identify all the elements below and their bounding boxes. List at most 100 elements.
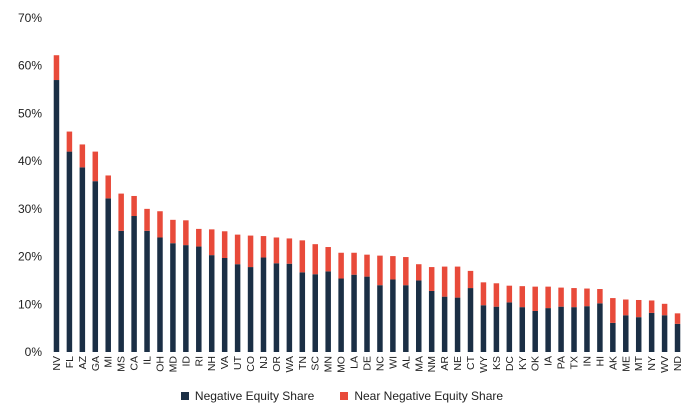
bar-negative-equity-il [144,230,150,352]
bar-series [53,55,681,352]
bar-near-negative-equity-ma [416,264,422,281]
x-tick-label-ne: NE [452,356,464,371]
bar-negative-equity-az [79,167,86,352]
bar-near-negative-equity-tx [571,288,577,308]
legend-item-negative-equity: Negative Equity Share [180,389,315,403]
bar-near-negative-equity-nh [208,229,215,256]
x-tick-label-hi: HI [594,356,606,367]
x-tick-label-de: DE [362,356,374,371]
bar-near-negative-equity-oh [157,211,163,238]
y-tick-label: 10% [18,297,42,311]
x-tick-label-ia: IA [543,356,555,366]
bar-near-negative-equity-az [79,144,86,168]
x-tick-label-va: VA [219,356,231,369]
chart-legend: Negative Equity Share Near Negative Equi… [0,388,684,404]
x-tick-label-id: ID [180,356,192,367]
bar-negative-equity-oh [157,237,163,352]
bar-near-negative-equity-ut [234,234,241,265]
bar-near-negative-equity-mo [338,252,344,279]
bar-negative-equity-ca [131,216,137,352]
bar-near-negative-equity-hi [597,289,603,304]
bar-near-negative-equity-wv [661,303,668,316]
x-tick-label-ny: NY [646,356,658,371]
bar-negative-equity-tn [299,272,306,352]
bar-negative-equity-pa [558,306,564,352]
y-tick-label: 30% [18,202,42,216]
x-tick-label-ar: AR [439,356,451,371]
x-tick-label-ct: CT [465,355,477,370]
x-tick-label-pa: PA [556,356,568,369]
x-tick-label-wi: WI [387,356,399,369]
legend-swatch-negative-equity [180,392,189,400]
bar-near-negative-equity-ga [92,151,99,182]
bar-negative-equity-co [247,267,254,352]
y-tick-label: 60% [18,59,42,73]
x-tick-label-nj: NJ [258,356,270,369]
x-tick-label-nh: NH [206,356,218,371]
bar-near-negative-equity-wy [480,282,487,306]
bar-negative-equity-ma [416,280,422,352]
x-tick-label-wv: WV [659,356,671,373]
bar-negative-equity-nj [260,257,267,352]
bar-negative-equity-ar [441,296,448,352]
x-tick-label-nc: NC [374,356,386,372]
bar-negative-equity-ms [118,230,124,352]
bar-near-negative-equity-wi [390,256,396,280]
bar-negative-equity-al [403,285,409,352]
x-tick-label-mi: MI [103,356,115,368]
bar-near-negative-equity-ms [118,193,124,231]
y-tick-label: 50% [18,106,42,120]
bar-near-negative-equity-wa [286,238,293,264]
bar-near-negative-equity-id [183,220,189,246]
bar-near-negative-equity-ks [493,283,500,307]
x-tick-label-ms: MS [116,356,128,372]
bar-negative-equity-sc [312,274,318,352]
x-tick-label-nm: NM [426,356,438,372]
bar-negative-equity-ut [234,264,241,352]
bar-near-negative-equity-or [273,237,280,264]
x-tick-label-wa: WA [284,356,296,373]
x-tick-label-ks: KS [491,356,503,370]
bar-negative-equity-ga [92,181,99,352]
x-tick-label-az: AZ [77,355,89,369]
bar-negative-equity-ct [467,288,474,352]
x-tick-label-il: IL [142,356,154,365]
bar-near-negative-equity-ne [454,266,461,298]
bar-negative-equity-wi [390,279,396,352]
x-tick-label-or: OR [271,356,283,372]
bar-near-negative-equity-mt [635,299,642,318]
x-tick-label-mo: MO [336,356,348,373]
bar-near-negative-equity-al [403,257,409,286]
bar-negative-equity-mo [338,278,344,352]
x-tick-label-mn: MN [323,356,335,372]
bar-near-negative-equity-ca [131,195,137,217]
bar-negative-equity-wa [286,263,293,352]
bar-negative-equity-nd [674,323,681,352]
bar-negative-equity-de [364,276,370,352]
bar-near-negative-equity-ny [648,300,655,313]
legend-label-negative-equity: Negative Equity Share [194,389,315,403]
bar-negative-equity-la [351,274,357,352]
bar-near-negative-equity-va [221,231,228,258]
bar-negative-equity-wv [661,315,668,352]
bar-negative-equity-wy [480,305,487,352]
bar-near-negative-equity-me [623,299,629,316]
x-tick-label-sc: SC [310,356,322,371]
bar-negative-equity-nc [377,285,383,352]
bar-negative-equity-nm [428,290,435,352]
bar-near-negative-equity-ok [532,286,538,311]
bar-negative-equity-in [584,306,590,352]
x-tick-label-co: CO [245,356,257,372]
bar-near-negative-equity-nc [377,255,383,286]
x-tick-label-nd: ND [672,356,684,372]
bar-near-negative-equity-co [247,235,254,268]
bar-near-negative-equity-sc [312,244,318,275]
x-tick-label-al: AL [400,356,412,369]
bar-near-negative-equity-la [351,252,357,275]
bar-negative-equity-va [221,258,228,352]
y-tick-label: 70% [18,11,42,25]
x-tick-label-ma: MA [413,356,425,372]
bar-negative-equity-nv [53,80,60,352]
bar-near-negative-equity-ar [441,266,448,297]
bar-near-negative-equity-in [584,288,590,307]
